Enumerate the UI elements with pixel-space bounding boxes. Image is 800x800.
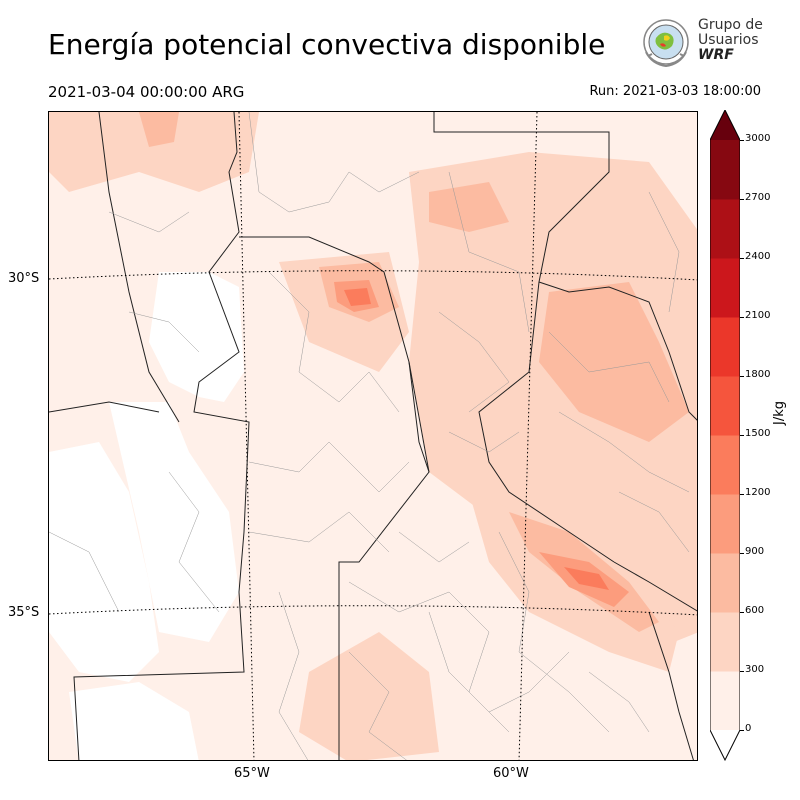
cape-level-300: [299, 632, 439, 760]
colorbar-tick-mark: [740, 612, 744, 613]
cape-zero-region: [149, 272, 244, 402]
colorbar-band: [710, 612, 740, 672]
colorbar-tick-label: 2100: [745, 310, 771, 321]
lon-label-60w: 60°W: [493, 766, 529, 781]
colorbar-tick-label: 1200: [745, 487, 771, 498]
valid-time: 2021-03-04 00:00:00 ARG: [48, 83, 245, 101]
colorbar-tick-label: 2700: [745, 192, 771, 203]
colorbar-band: [710, 199, 740, 259]
wrf-logo: Grupo de Usuarios WRF: [638, 16, 768, 72]
cape-zero-region: [49, 442, 159, 682]
department-borders: [49, 112, 690, 760]
cape-level-600: [139, 112, 179, 147]
logo-line-3: WRF: [698, 47, 734, 63]
logo-line-2: Usuarios: [698, 32, 759, 48]
colorbar-tick-mark: [740, 199, 744, 200]
colorbar-tick-label: 1500: [745, 428, 771, 439]
chart-title: Energía potencial convectiva disponible: [48, 28, 606, 61]
colorbar-tick-label: 1800: [745, 369, 771, 380]
cape-zero-region: [109, 402, 239, 642]
colorbar-tick-label: 600: [745, 605, 765, 616]
colorbar-over-arrow: [710, 110, 740, 140]
colorbar-bands: [710, 140, 740, 731]
colorbar-band: [710, 376, 740, 436]
colorbar-tick-mark: [740, 258, 744, 259]
cape-level-600: [429, 182, 509, 232]
colorbar-tick-label: 900: [745, 546, 765, 557]
province-borders: [49, 112, 697, 760]
cape-map: [48, 111, 698, 761]
cape-map-svg: [49, 112, 697, 760]
colorbar-tick-mark: [740, 671, 744, 672]
colorbar-band: [710, 435, 740, 495]
run-time: Run: 2021-03-03 18:00:00: [589, 84, 761, 99]
colorbar-tick-mark: [740, 376, 744, 377]
colorbar-band: [710, 140, 740, 200]
lat-label-35s: 35°S: [8, 605, 40, 620]
colorbar: [710, 110, 740, 762]
colorbar-tick-mark: [740, 435, 744, 436]
colorbar-tick-label: 0: [745, 723, 752, 734]
colorbar-tick-mark: [740, 730, 744, 731]
colorbar-tick-label: 300: [745, 664, 765, 675]
colorbar-band: [710, 258, 740, 318]
globe-icon: [643, 19, 689, 68]
colorbar-band: [710, 317, 740, 377]
colorbar-tick-mark: [740, 140, 744, 141]
cape-level-1200: [564, 567, 609, 590]
cape-level-1200: [344, 288, 371, 306]
colorbar-tick-mark: [740, 317, 744, 318]
colorbar-under-arrow: [710, 730, 740, 760]
colorbar-unit-label: J/kg: [772, 401, 787, 425]
lat-label-30s: 30°S: [8, 271, 40, 286]
logo-line-1: Grupo de: [698, 17, 763, 33]
colorbar-band: [710, 671, 740, 731]
colorbar-tick-mark: [740, 553, 744, 554]
cape-zero-region: [69, 682, 199, 760]
cape-level-600: [539, 282, 689, 442]
cape-level-300: [409, 152, 697, 652]
colorbar-tick-label: 3000: [745, 133, 771, 144]
colorbar-band: [710, 553, 740, 613]
colorbar-tick-mark: [740, 494, 744, 495]
graticule: [49, 112, 697, 760]
colorbar-tick-label: 2400: [745, 251, 771, 262]
lon-label-65w: 65°W: [234, 766, 270, 781]
colorbar-band: [710, 494, 740, 554]
